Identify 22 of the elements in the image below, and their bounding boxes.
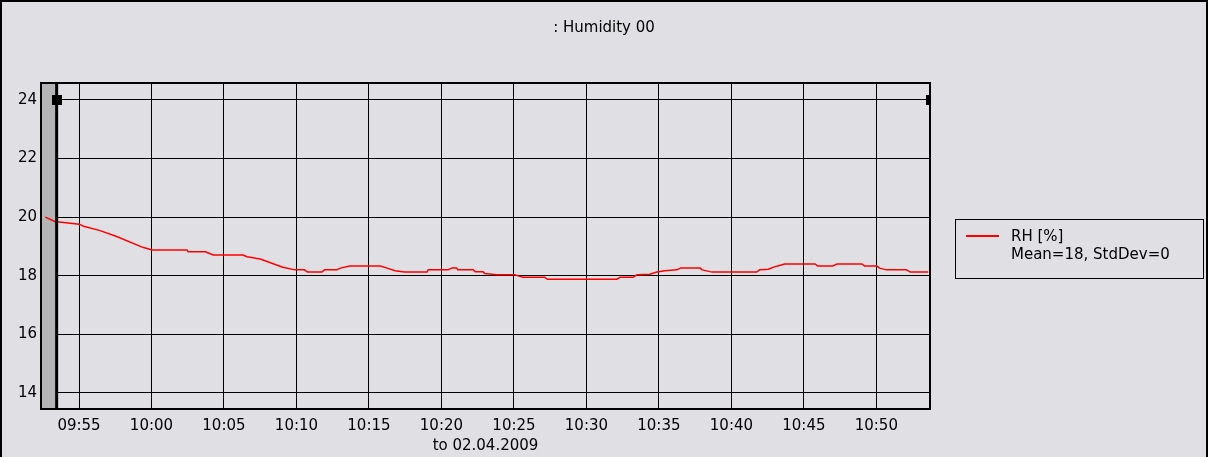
text: Mean=18, StdDev=0 [1011, 245, 1171, 263]
x-tick-label: 10:20 [419, 415, 464, 434]
y-tick-label: 20 [17, 207, 37, 226]
x-tick-label: 10:40 [709, 415, 754, 434]
x-tick-label: 09:55 [57, 415, 101, 434]
y-tick-label: 24 [17, 89, 37, 108]
x-tick-label: 10:00 [129, 415, 174, 434]
y-tick-label: 14 [17, 382, 37, 401]
x-tick-label: 10:05 [202, 415, 246, 434]
x-tick-label: 10:50 [854, 415, 898, 434]
x-tick-label: 10:15 [347, 415, 391, 434]
y-tick-label: 22 [17, 148, 37, 167]
x-axis-title: to 02.04.2009 [432, 435, 539, 454]
x-tick-label: 10:35 [637, 415, 681, 434]
x-tick-label: 10:10 [274, 415, 319, 434]
x-tick-label: 10:30 [564, 415, 609, 434]
y-tick-label: 16 [17, 324, 37, 343]
x-tick-label: 10:45 [782, 415, 826, 434]
y-tick-label: 18 [17, 265, 37, 284]
chart-title: : Humidity 00 [553, 17, 655, 36]
legend-label: RH [%] [1011, 227, 1064, 245]
x-tick-label: 10:25 [492, 415, 536, 434]
